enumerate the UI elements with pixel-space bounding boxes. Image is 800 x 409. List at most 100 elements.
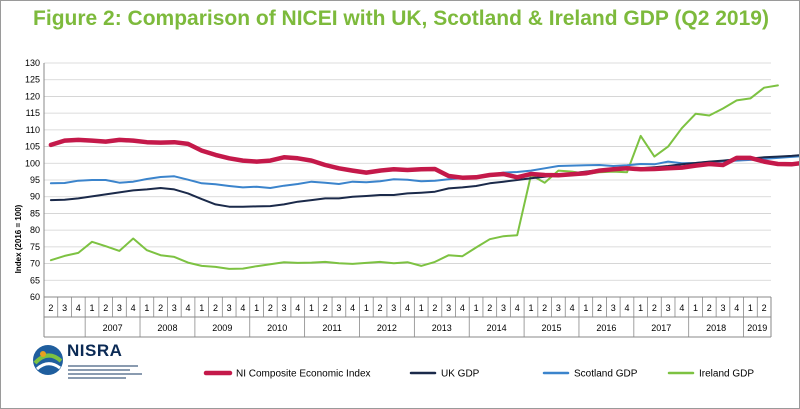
x-tick-label: 1 <box>419 303 424 313</box>
y-tick-label: 75 <box>30 242 40 252</box>
series-line-ireland <box>49 84 779 270</box>
y-tick-label: 95 <box>30 175 40 185</box>
y-tick-label: 125 <box>25 75 40 85</box>
x-tick-label: 4 <box>131 303 136 313</box>
y-tick-label: 100 <box>25 158 40 168</box>
x-tick-label: 4 <box>405 303 410 313</box>
x-tick-label: 3 <box>336 303 341 313</box>
x-tick-label: 4 <box>186 303 191 313</box>
x-tick-label: 3 <box>172 303 177 313</box>
x-year-label: 2018 <box>706 323 726 333</box>
y-tick-label: 60 <box>30 292 40 302</box>
x-tick-label: 4 <box>240 303 245 313</box>
x-tick-label: 1 <box>144 303 149 313</box>
x-tick-label: 4 <box>295 303 300 313</box>
y-tick-label: 65 <box>30 275 40 285</box>
x-tick-label: 3 <box>720 303 725 313</box>
x-tick-label: 3 <box>227 303 232 313</box>
x-tick-label: 4 <box>624 303 629 313</box>
x-tick-label: 3 <box>666 303 671 313</box>
x-tick-label: 1 <box>90 303 95 313</box>
nisra-logo: NISRA <box>31 341 151 401</box>
x-tick-label: 1 <box>309 303 314 313</box>
y-tick-label: 105 <box>25 142 40 152</box>
x-year-label: 2011 <box>322 323 341 333</box>
x-tick-label: 2 <box>323 303 328 313</box>
x-tick-label: 2 <box>158 303 163 313</box>
x-year-label: 2012 <box>377 323 397 333</box>
nisra-logo-icon <box>33 345 63 375</box>
legend: NI Composite Economic Index UK GDP Scotlan… <box>203 369 754 380</box>
legend-label-scotland: Scotland GDP <box>574 369 638 380</box>
x-year-label: 2010 <box>267 323 287 333</box>
x-tick-label: 2 <box>432 303 437 313</box>
x-year-label: 2014 <box>487 323 507 333</box>
x-tick-label: 2 <box>268 303 273 313</box>
x-year-label: 2015 <box>542 323 562 333</box>
x-tick-label: 4 <box>76 303 81 313</box>
x-tick-label: 1 <box>638 303 643 313</box>
y-tick-label: 70 <box>30 259 40 269</box>
y-tick-label: 110 <box>26 125 40 135</box>
x-tick-label: 2 <box>48 303 53 313</box>
x-tick-label: 4 <box>350 303 355 313</box>
x-year-label: 2019 <box>747 323 767 333</box>
x-year-label: 2013 <box>432 323 452 333</box>
x-tick-label: 1 <box>748 303 753 313</box>
series-line-uk <box>49 154 799 208</box>
x-tick-label: 1 <box>583 303 588 313</box>
x-tick-label: 1 <box>254 303 259 313</box>
x-tick-label: 3 <box>117 303 122 313</box>
legend-label-uk: UK GDP <box>441 369 480 380</box>
x-tick-label: 3 <box>391 303 396 313</box>
x-tick-label: 2 <box>103 303 108 313</box>
x-tick-label: 1 <box>199 303 204 313</box>
x-tick-label: 3 <box>611 303 616 313</box>
x-tick-label: 1 <box>693 303 698 313</box>
x-tick-label: 2 <box>762 303 767 313</box>
x-tick-label: 3 <box>446 303 451 313</box>
x-tick-label: 2 <box>213 303 218 313</box>
x-tick-label: 2 <box>487 303 492 313</box>
x-tick-label: 2 <box>542 303 547 313</box>
x-year-label: 2017 <box>651 323 671 333</box>
x-tick-label: 1 <box>364 303 369 313</box>
x-tick-label: 2 <box>597 303 602 313</box>
x-tick-label: 4 <box>570 303 575 313</box>
x-tick-label: 4 <box>679 303 684 313</box>
x-tick-label: 2 <box>707 303 712 313</box>
x-year-label: 2009 <box>212 323 232 333</box>
x-tick-label: 3 <box>556 303 561 313</box>
x-year-label: 2007 <box>103 323 123 333</box>
x-tick-label: 3 <box>282 303 287 313</box>
nisra-logo-text: NISRA <box>67 341 123 360</box>
x-tick-label: 3 <box>62 303 67 313</box>
legend-label-nicei: NI Composite Economic Index <box>236 369 371 380</box>
y-tick-label: 85 <box>30 208 40 218</box>
x-tick-label: 4 <box>515 303 520 313</box>
logo-fine-print <box>68 363 146 381</box>
x-tick-label: 2 <box>652 303 657 313</box>
y-tick-label: 130 <box>25 58 40 68</box>
series-line-nicei <box>48 137 799 180</box>
x-year-label: 2016 <box>596 323 616 333</box>
y-axis-ticks: 60 65 70 75 80 85 90 95 100 105 110 115 120 125 130 <box>25 58 40 302</box>
x-year-label: 2008 <box>157 323 177 333</box>
y-tick-label: 90 <box>30 192 40 202</box>
y-tick-label: 120 <box>25 91 40 101</box>
series-lines <box>48 84 799 270</box>
gridlines <box>43 62 771 298</box>
x-tick-label: 4 <box>734 303 739 313</box>
y-tick-label: 80 <box>30 225 40 235</box>
x-tick-label: 1 <box>474 303 479 313</box>
legend-label-ireland: Ireland GDP <box>699 369 754 380</box>
x-tick-label: 2 <box>378 303 383 313</box>
chart-title: Figure 2: Comparison of NICEI with UK, S… <box>33 7 769 30</box>
x-tick-label: 4 <box>460 303 465 313</box>
x-tick-label: 1 <box>528 303 533 313</box>
y-tick-label: 115 <box>26 108 40 118</box>
y-axis-label: Index (2016 = 100) <box>14 204 23 273</box>
